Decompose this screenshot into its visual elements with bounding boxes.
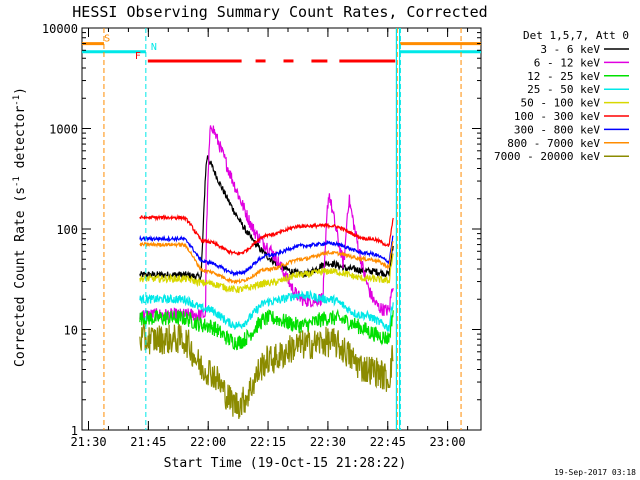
- legend-entry-label: 6 - 12 keV: [534, 56, 601, 69]
- legend-entry-label: 7000 - 20000 keV: [494, 150, 600, 163]
- y-axis-label-main: Corrected Count Rate (s: [13, 187, 28, 367]
- y-axis-label-sup2: -1: [12, 95, 22, 106]
- y-tick-label: 10: [64, 324, 78, 338]
- legend-entry-label: 100 - 300 keV: [514, 110, 600, 123]
- series-line-7000-20000keV: [139, 323, 394, 419]
- flag-label-F: F: [135, 51, 141, 62]
- chart-title: HESSI Observing Summary Count Rates, Cor…: [72, 3, 487, 21]
- series-line-3-6keV: [139, 155, 394, 283]
- series-line-50-100keV: [139, 253, 394, 294]
- y-tick-label: 100: [56, 223, 78, 237]
- x-tick-label: 21:30: [70, 435, 106, 449]
- x-axis-label: Start Time (19-Oct-15 21:28:22): [164, 456, 407, 471]
- legend-title: Det 1,5,7, Att 0: [523, 29, 629, 42]
- y-tick-label: 10000: [42, 22, 78, 36]
- series-line-100-300keV: [139, 214, 394, 256]
- plot-frame: [81, 27, 482, 431]
- series-line-800-7000keV: [139, 241, 394, 285]
- y-tick-label: 1000: [49, 123, 78, 137]
- legend-entry-label: 300 - 800 keV: [514, 123, 600, 136]
- series-line-300-800keV: [139, 234, 394, 277]
- x-tick-label: 22:30: [310, 435, 346, 449]
- flag-label-S: S: [104, 34, 110, 45]
- x-tick-label: 22:15: [250, 435, 286, 449]
- y-axis-label-end: ): [13, 87, 28, 95]
- series-line-25-50keV: [139, 289, 394, 333]
- footer-date: 19-Sep-2017 03:18: [554, 468, 636, 477]
- y-axis-label-sup1: -1: [12, 176, 22, 187]
- x-tick-label: 22:45: [370, 435, 406, 449]
- y-tick-label: 1: [71, 424, 78, 438]
- x-tick-label: 23:00: [430, 435, 466, 449]
- legend-entry-label: 12 - 25 keV: [527, 70, 600, 83]
- x-tick-label: 21:45: [130, 435, 166, 449]
- legend-entry-label: 50 - 100 keV: [521, 97, 601, 110]
- y-axis-label-mid: detector: [13, 106, 28, 177]
- flag-label-N: N: [151, 42, 157, 53]
- series-line-12-25keV: [139, 308, 394, 351]
- legend-entry-label: 800 - 7000 keV: [507, 137, 600, 150]
- legend-entry-label: 25 - 50 keV: [527, 83, 600, 96]
- legend-entry-label: 3 - 6 keV: [540, 43, 600, 56]
- y-axis-label: Corrected Count Rate (s-1 detector-1): [12, 87, 28, 367]
- series-line-6-12keV: [139, 125, 394, 322]
- x-tick-label: 22:00: [190, 435, 226, 449]
